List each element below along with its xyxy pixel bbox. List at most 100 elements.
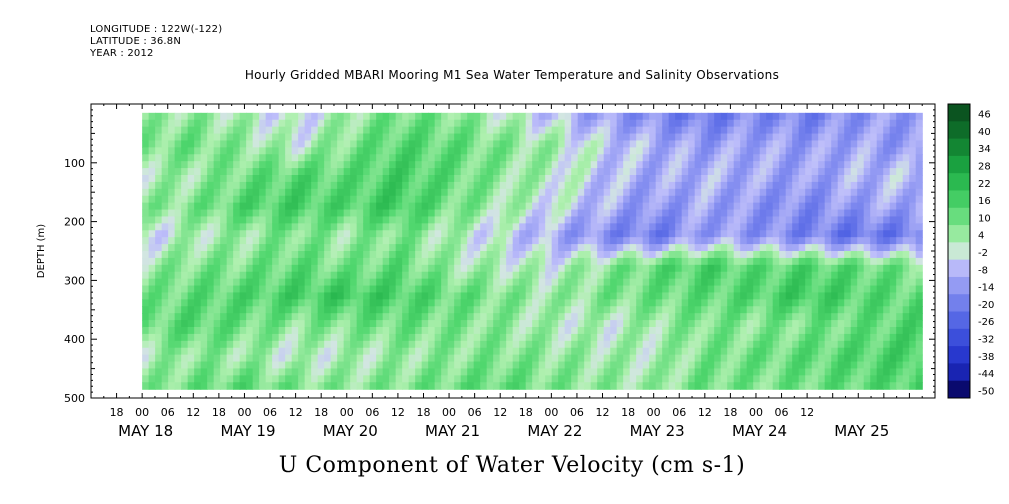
heatmap-cell: [200, 375, 208, 383]
heatmap-cell: [863, 112, 871, 121]
heatmap-cell: [909, 347, 917, 356]
heatmap-cell: [668, 133, 676, 142]
heatmap-cell: [623, 119, 631, 128]
heatmap-cell: [194, 147, 202, 155]
heatmap-cell: [291, 347, 299, 356]
heatmap-cell: [538, 230, 546, 238]
heatmap-cell: [148, 285, 156, 294]
heatmap-cell: [831, 147, 839, 155]
heatmap-cell: [317, 251, 325, 259]
heatmap-cell: [278, 271, 286, 280]
heatmap-cell: [480, 237, 488, 245]
heatmap-cell: [376, 271, 384, 280]
heatmap-cell: [876, 264, 884, 273]
heatmap-cell: [850, 154, 858, 162]
heatmap-cell: [649, 181, 657, 190]
heatmap-cell: [545, 230, 553, 238]
heatmap-cell: [564, 154, 572, 162]
heatmap-cell: [805, 223, 813, 231]
heatmap-cell: [259, 237, 267, 245]
heatmap-cell: [753, 354, 761, 363]
heatmap-cell: [831, 181, 839, 190]
heatmap-cell: [883, 368, 891, 376]
heatmap-cell: [441, 306, 449, 314]
heatmap-cell: [213, 361, 221, 370]
heatmap-cell: [629, 175, 637, 183]
heatmap-cell: [499, 147, 507, 155]
heatmap-cell: [837, 285, 845, 294]
heatmap-cell: [720, 237, 728, 245]
heatmap-cell: [629, 354, 637, 363]
heatmap-cell: [395, 237, 403, 245]
heatmap-cell: [746, 251, 754, 259]
heatmap-cell: [421, 188, 429, 197]
heatmap-cell: [720, 306, 728, 314]
heatmap-cell: [447, 340, 455, 349]
heatmap-cell: [532, 382, 540, 390]
heatmap-cell: [720, 320, 728, 328]
heatmap-cell: [200, 244, 208, 252]
heatmap-cell: [480, 382, 488, 390]
heatmap-cell: [142, 347, 150, 356]
heatmap-cell: [584, 126, 592, 135]
heatmap-cell: [545, 175, 553, 183]
heatmap-cell: [285, 340, 293, 349]
heatmap-cell: [857, 271, 865, 280]
heatmap-cell: [220, 154, 228, 162]
heatmap-cell: [467, 361, 475, 370]
heatmap-cell: [324, 119, 332, 128]
heatmap-cell: [896, 119, 904, 128]
heatmap-cell: [876, 299, 884, 307]
heatmap-cell: [876, 126, 884, 135]
heatmap-cell: [389, 264, 397, 273]
heatmap-cell: [493, 271, 501, 280]
heatmap-cell: [681, 168, 689, 176]
heatmap-cell: [161, 181, 169, 190]
heatmap-cell: [759, 278, 767, 287]
heatmap-cell: [252, 368, 260, 376]
heatmap-cell: [363, 237, 371, 245]
heatmap-cell: [304, 119, 312, 128]
heatmap-cell: [363, 333, 371, 342]
heatmap-cell: [701, 361, 709, 370]
heatmap-cell: [304, 223, 312, 231]
heatmap-cell: [168, 195, 176, 204]
heatmap-cell: [662, 327, 670, 335]
heatmap-cell: [376, 292, 384, 300]
heatmap-cell: [668, 347, 676, 356]
heatmap-cell: [187, 112, 195, 121]
heatmap-cell: [356, 320, 364, 328]
heatmap-cell: [707, 251, 715, 259]
heatmap-cell: [727, 133, 735, 142]
heatmap-cell: [480, 133, 488, 142]
heatmap-cell: [200, 257, 208, 266]
heatmap-cell: [142, 230, 150, 238]
heatmap-cell: [408, 119, 416, 128]
heatmap-cell: [597, 175, 605, 183]
heatmap-cell: [467, 181, 475, 190]
heatmap-cell: [155, 313, 163, 321]
heatmap-cell: [707, 223, 715, 231]
heatmap-cell: [668, 168, 676, 176]
heatmap-cell: [701, 327, 709, 335]
heatmap-cell: [525, 292, 533, 300]
heatmap-cell: [506, 112, 514, 121]
heatmap-cell: [668, 285, 676, 294]
heatmap-cell: [213, 161, 221, 169]
heatmap-cell: [493, 181, 501, 190]
heatmap-cell: [337, 320, 345, 328]
heatmap-cell: [564, 264, 572, 273]
heatmap-cell: [285, 382, 293, 390]
heatmap-cell: [467, 237, 475, 245]
heatmap-cell: [356, 354, 364, 363]
heatmap-cell: [467, 188, 475, 197]
heatmap-cell: [389, 154, 397, 162]
heatmap-cell: [681, 327, 689, 335]
heatmap-cell: [291, 251, 299, 259]
heatmap-cell: [707, 175, 715, 183]
heatmap-cell: [519, 340, 527, 349]
heatmap-cell: [571, 209, 579, 218]
heatmap-cell: [239, 368, 247, 376]
heatmap-cell: [330, 188, 338, 197]
heatmap-cell: [564, 181, 572, 190]
